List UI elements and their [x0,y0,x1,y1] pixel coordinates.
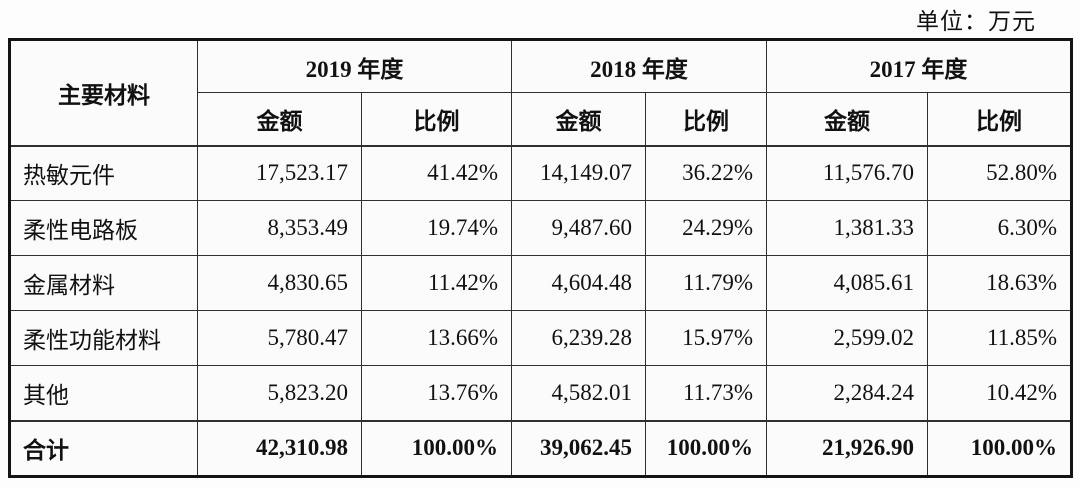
table-cell: 100.00% [361,419,512,477]
table-cell: 4,830.65 [197,255,362,311]
table-cell: 10.42% [927,365,1072,421]
table-cell: 5,823.20 [197,365,362,421]
table-cell: 11.85% [927,310,1072,366]
header-sub-row: 金额 比例 金额 比例 金额 比例 [10,92,1072,147]
table-cell: 1,381.33 [766,200,928,256]
table-cell: 24.29% [645,200,767,256]
header-year-row: 主要材料 2019 年度 2018 年度 2017 年度 [9,39,1072,147]
table-cell: 11.42% [361,255,512,311]
ratio-header: 比例 [645,92,767,147]
year-header-2017: 2017 年度 [766,39,1072,93]
table-cell: 13.76% [361,365,512,421]
table-cell: 9,487.60 [511,200,646,256]
table-cell: 6,239.28 [511,310,646,366]
table-row: 热敏元件 17,523.17 41.42% 14,149.07 36.22% 1… [9,145,1072,201]
material-name: 柔性功能材料 [9,310,198,366]
table-cell: 11,576.70 [766,145,928,201]
material-name: 金属材料 [9,255,198,311]
table-cell: 15.97% [645,310,767,366]
ratio-header: 比例 [927,92,1072,147]
table-cell: 11.73% [645,365,767,421]
table-row: 柔性功能材料 5,780.47 13.66% 6,239.28 15.97% 2… [9,310,1072,366]
table-cell: 52.80% [927,145,1072,201]
table-cell: 5,780.47 [197,310,362,366]
table-cell: 6.30% [927,200,1072,256]
table-cell: 11.79% [645,255,767,311]
table-cell: 17,523.17 [197,145,362,201]
table-cell: 19.74% [361,200,512,256]
table-cell: 42,310.98 [197,419,362,477]
materials-cost-table: 主要材料 2019 年度 2018 年度 2017 年度 金额 比例 金额 比例… [8,38,1073,478]
total-row: 合计 42,310.98 100.00% 39,062.45 100.00% 2… [9,419,1072,477]
year-header-2019: 2019 年度 [197,39,512,93]
material-header-cell: 主要材料 [9,39,198,147]
material-name: 热敏元件 [9,145,198,201]
table-cell: 36.22% [645,145,767,201]
table-cell: 2,284.24 [766,365,928,421]
year-header-2018: 2018 年度 [511,39,767,93]
table-cell: 14,149.07 [511,145,646,201]
table-cell: 4,604.48 [511,255,646,311]
total-label: 合计 [9,419,198,477]
table-cell: 4,582.01 [511,365,646,421]
amount-header: 金额 [197,92,362,147]
amount-header: 金额 [511,92,646,147]
material-name: 柔性电路板 [9,200,198,256]
table-cell: 8,353.49 [197,200,362,256]
table-cell: 21,926.90 [766,419,928,477]
table-row: 金属材料 4,830.65 11.42% 4,604.48 11.79% 4,0… [9,255,1072,311]
table-row: 柔性电路板 8,353.49 19.74% 9,487.60 24.29% 1,… [9,200,1072,256]
table-cell: 100.00% [645,419,767,477]
table-cell: 39,062.45 [511,419,646,477]
ratio-header: 比例 [361,92,512,147]
table-cell: 13.66% [361,310,512,366]
table-row: 其他 5,823.20 13.76% 4,582.01 11.73% 2,284… [9,365,1072,421]
table-cell: 100.00% [927,419,1072,477]
material-name: 其他 [9,365,198,421]
unit-label: 单位：万元 [916,9,1036,34]
table-cell: 4,085.61 [766,255,928,311]
amount-header: 金额 [766,92,928,147]
table-cell: 2,599.02 [766,310,928,366]
table-cell: 41.42% [361,145,512,201]
table-cell: 18.63% [927,255,1072,311]
